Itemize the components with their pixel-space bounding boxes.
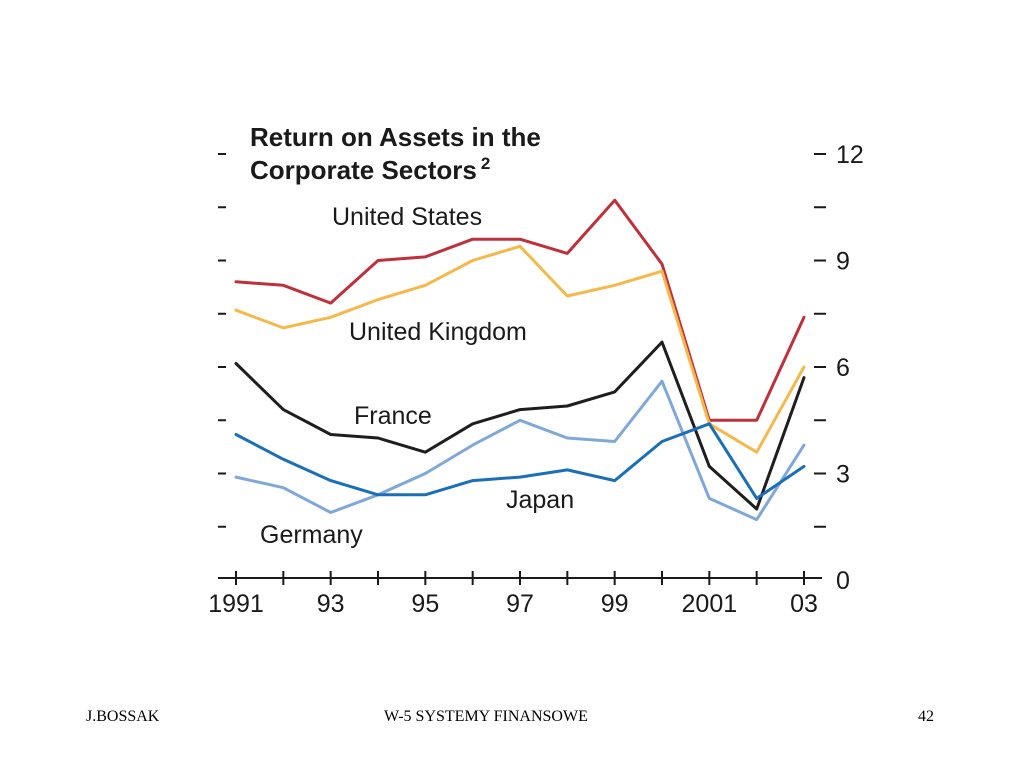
chart-title: Return on Assets in the Corporate Sector… xyxy=(250,122,541,185)
x-axis: 1991 93 95 97 99 2001 03 xyxy=(208,571,822,618)
y-tick-label: 0 xyxy=(836,567,850,595)
x-tick-label: 1991 xyxy=(208,590,264,618)
left-tick-marks xyxy=(218,153,226,528)
series-label-united-kingdom: United Kingdom xyxy=(349,318,527,346)
y-tick-label: 9 xyxy=(836,248,850,276)
x-tick-label: 95 xyxy=(411,590,439,618)
chart-title-line-2: Corporate Sectors 2 xyxy=(250,154,490,185)
x-tick-label: 2001 xyxy=(682,590,738,618)
series-label-france: France xyxy=(354,402,432,430)
series-line-france xyxy=(234,340,806,511)
series-line-japan xyxy=(234,422,806,500)
right-y-axis: 0 3 6 9 12 xyxy=(814,141,864,595)
series-line-germany xyxy=(234,379,806,522)
chart-title-superscript: 2 xyxy=(481,154,490,173)
chart-title-line-2-text: Corporate Sectors xyxy=(250,155,477,185)
y-tick-label: 12 xyxy=(836,141,864,169)
x-tick-label: 99 xyxy=(601,590,629,618)
series-label-united-states: United States xyxy=(332,203,482,231)
series-label-germany: Germany xyxy=(260,521,363,549)
series-label-japan: Japan xyxy=(506,486,574,514)
series-line-united-states xyxy=(234,198,806,422)
footer-page-number: 42 xyxy=(918,708,934,725)
footer-author: J.BOSSAK xyxy=(86,708,160,725)
chart-title-line-1: Return on Assets in the xyxy=(250,122,541,152)
x-tick-label: 97 xyxy=(506,590,534,618)
y-tick-label: 3 xyxy=(836,461,850,489)
x-tick-label: 93 xyxy=(317,590,345,618)
x-tick-label: 03 xyxy=(790,590,818,618)
series-labels: United States United Kingdom France Germany… xyxy=(260,203,574,549)
series-lines xyxy=(234,198,806,522)
footer-course-title: W-5 SYSTEMY FINANSOWE xyxy=(384,708,588,725)
y-tick-label: 6 xyxy=(836,354,850,382)
